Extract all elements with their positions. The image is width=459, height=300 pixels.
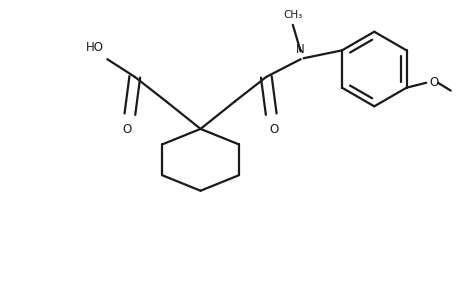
Text: O: O bbox=[428, 76, 437, 89]
Text: N: N bbox=[296, 43, 304, 56]
Text: HO: HO bbox=[86, 41, 104, 54]
Text: CH₃: CH₃ bbox=[283, 10, 302, 20]
Text: O: O bbox=[269, 123, 278, 136]
Text: O: O bbox=[122, 123, 131, 136]
